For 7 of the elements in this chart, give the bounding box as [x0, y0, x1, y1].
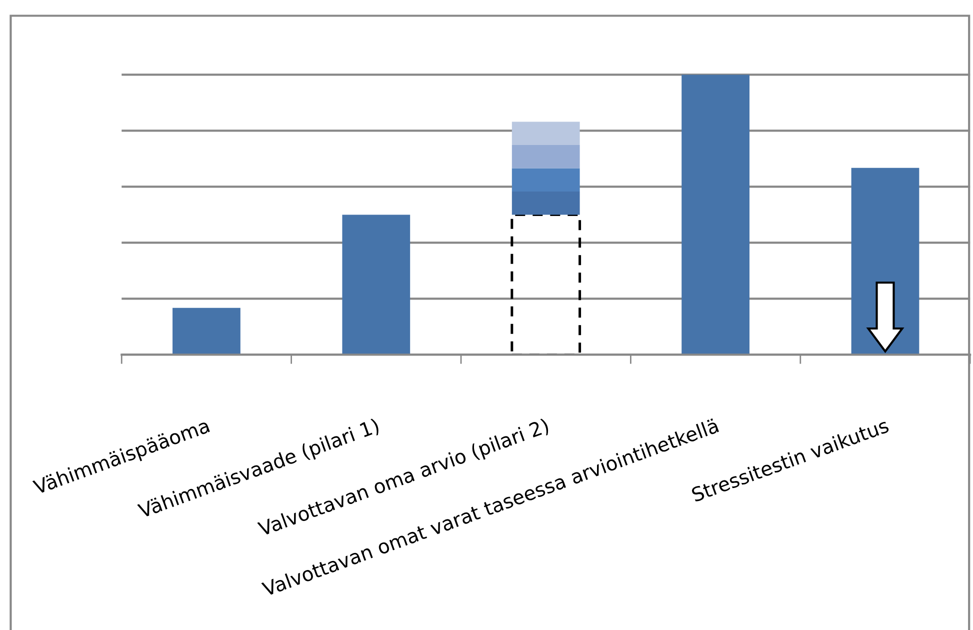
bar [682, 74, 750, 355]
bar [512, 122, 580, 145]
bar [512, 144, 580, 168]
bar [172, 308, 240, 355]
bar [512, 191, 580, 215]
bar [342, 214, 410, 355]
bar [512, 168, 580, 192]
